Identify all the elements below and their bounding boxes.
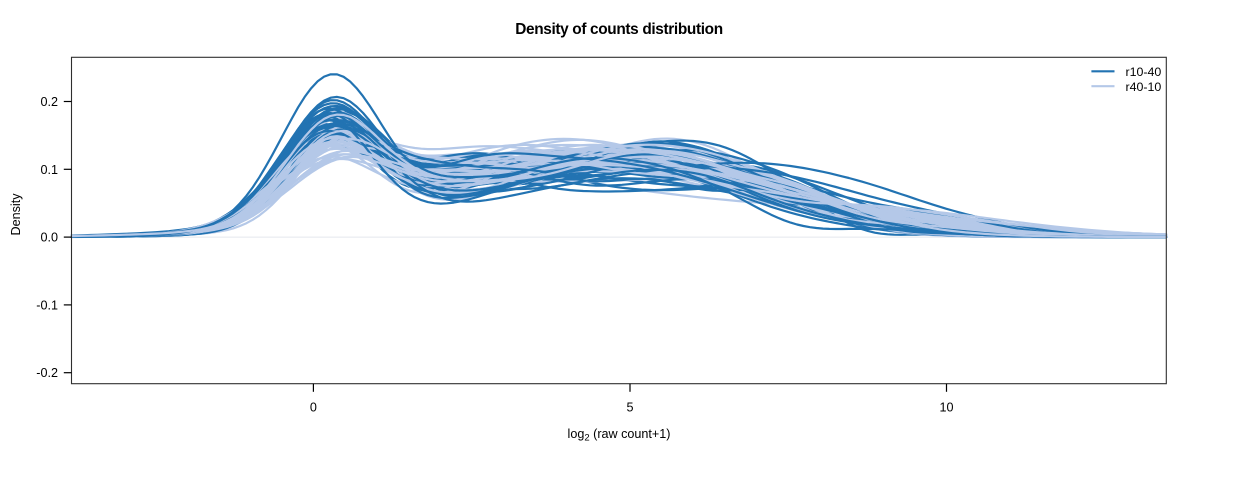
svg-text:r40-10: r40-10 — [1126, 80, 1162, 94]
svg-text:-0.1: -0.1 — [36, 298, 58, 312]
svg-text:5: 5 — [626, 401, 633, 415]
svg-text:0: 0 — [310, 401, 317, 415]
svg-text:10: 10 — [939, 401, 953, 415]
svg-text:0.2: 0.2 — [40, 95, 58, 109]
svg-text:-0.2: -0.2 — [36, 366, 58, 380]
svg-text:0.0: 0.0 — [40, 231, 58, 245]
svg-text:Density of counts distribution: Density of counts distribution — [515, 21, 723, 38]
svg-text:log2 (raw count+1): log2 (raw count+1) — [568, 427, 671, 444]
svg-text:r10-40: r10-40 — [1126, 65, 1162, 79]
svg-text:0.1: 0.1 — [40, 163, 58, 177]
svg-text:Density: Density — [9, 193, 23, 236]
